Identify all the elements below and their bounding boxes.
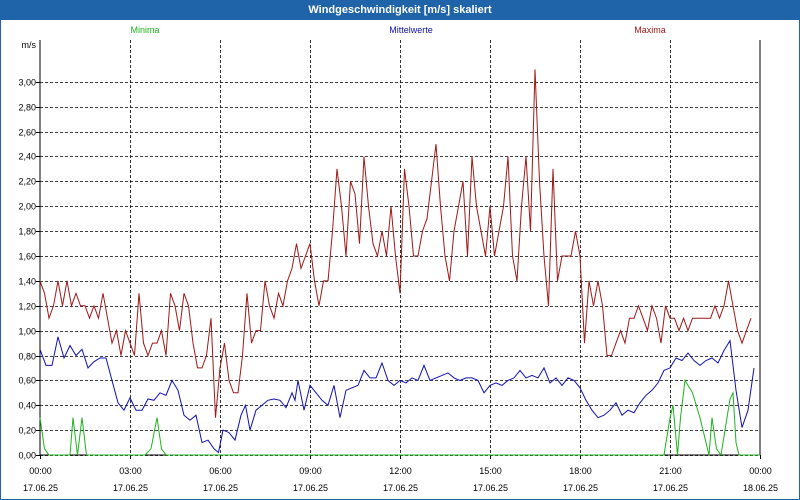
x-tick-time-label: 00:00: [749, 466, 772, 476]
y-tick-label: 2,00: [18, 202, 36, 212]
series-line-maxima: [39, 69, 752, 418]
x-tick-time-label: 15:00: [479, 466, 502, 476]
y-tick-label: 0,60: [18, 376, 36, 386]
series-line-minima: [39, 378, 760, 457]
x-tick-time-label: 21:00: [659, 466, 682, 476]
y-tick-label: 1,00: [18, 327, 36, 337]
x-tick-time-label: 18:00: [569, 466, 592, 476]
legend-entry-maxima: Maxima: [634, 25, 666, 35]
y-tick-label: 0,00: [18, 451, 36, 461]
y-tick-label: 1,20: [18, 302, 36, 312]
x-tick-time-label: 03:00: [119, 466, 142, 476]
y-tick-label: 2,20: [18, 177, 36, 187]
y-tick-label: 1,80: [18, 227, 36, 237]
y-tick-label: 2,80: [18, 103, 36, 113]
grid: [40, 40, 760, 456]
x-tick-time-label: 06:00: [209, 466, 232, 476]
x-tick-date-label: 17.06.25: [23, 483, 58, 493]
x-tick-date-label: 17.06.25: [563, 483, 598, 493]
x-tick-date-label: 17.06.25: [113, 483, 148, 493]
series-line-mittelwerte: [39, 336, 755, 454]
legend-entry-mittelwerte: Mittelwerte: [389, 25, 433, 35]
x-tick-date-label: 17.06.25: [383, 483, 418, 493]
x-tick-time-label: 00:00: [29, 466, 52, 476]
wind-speed-chart: 0,00 0,20 0,40 0,60 0,80 1,00 1,20 1,40 1,60 1,80…: [0, 20, 800, 500]
legend-entry-minima: Minima: [130, 25, 159, 35]
y-tick-label: 2,60: [18, 128, 36, 138]
axes: 0,00 0,20 0,40 0,60 0,80 1,00 1,20 1,40 1,60 1,80…: [18, 40, 778, 493]
series: [39, 69, 760, 457]
x-tick-date-label: 17.06.25: [473, 483, 508, 493]
y-tick-label: 2,40: [18, 152, 36, 162]
x-tick-date-label: 17.06.25: [293, 483, 328, 493]
y-tick-label: 1,40: [18, 277, 36, 287]
x-tick-date-label: 17.06.25: [203, 483, 238, 493]
plot-background: [0, 20, 800, 500]
legend: Minima Mittelwerte Maxima: [130, 25, 665, 35]
y-tick-label: 0,80: [18, 352, 36, 362]
y-tick-label: 1,60: [18, 252, 36, 262]
x-tick-time-label: 09:00: [299, 466, 322, 476]
y-tick-label: 0,20: [18, 426, 36, 436]
x-tick-time-label: 12:00: [389, 466, 412, 476]
x-tick-date-label: 18.06.25: [743, 483, 778, 493]
y-tick-label: 3,00: [18, 78, 36, 88]
y-axis-label: m/s: [22, 40, 37, 50]
y-tick-label: 0,40: [18, 401, 36, 411]
window-title: Windgeschwindigkeit [m/s] skaliert: [0, 0, 800, 20]
x-tick-date-label: 17.06.25: [653, 483, 688, 493]
